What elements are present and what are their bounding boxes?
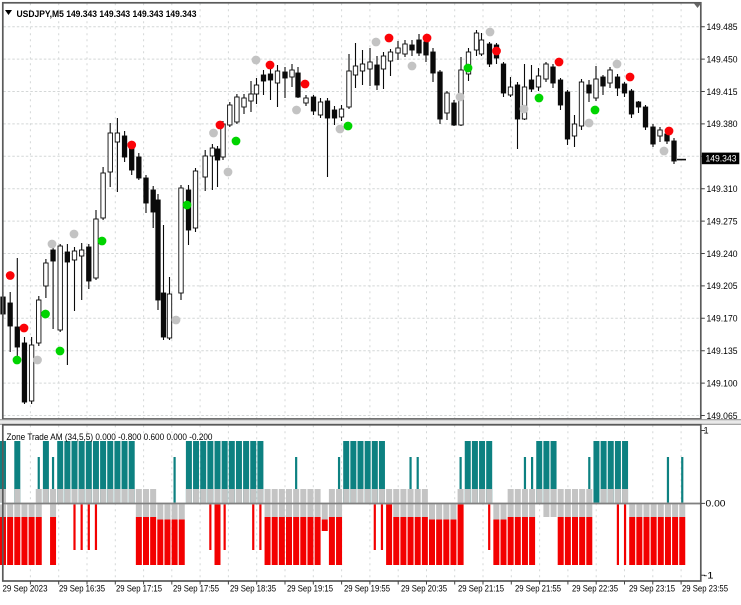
svg-text:29 Sep 2023: 29 Sep 2023 — [3, 584, 48, 594]
svg-text:149.100: 149.100 — [707, 378, 738, 388]
svg-text:29 Sep 17:55: 29 Sep 17:55 — [173, 584, 219, 594]
svg-text:149.380: 149.380 — [707, 119, 738, 129]
svg-text:29 Sep 21:55: 29 Sep 21:55 — [515, 584, 561, 594]
svg-text:149.450: 149.450 — [707, 54, 738, 64]
svg-text:149.205: 149.205 — [707, 281, 738, 291]
svg-text:149.240: 149.240 — [707, 249, 738, 259]
svg-text:0.00: 0.00 — [706, 499, 726, 509]
svg-text:-1: -1 — [704, 571, 714, 581]
svg-text:149.135: 149.135 — [707, 346, 738, 356]
svg-text:29 Sep 20:35: 29 Sep 20:35 — [401, 584, 447, 594]
svg-text:149.415: 149.415 — [707, 87, 738, 97]
svg-text:29 Sep 18:35: 29 Sep 18:35 — [230, 584, 276, 594]
svg-text:149.485: 149.485 — [707, 22, 738, 32]
svg-text:USDJPY,M5 149.343 149.343 149: USDJPY,M5 149.343 149.343 149.343 149.34… — [17, 9, 197, 19]
svg-text:149.275: 149.275 — [707, 216, 738, 226]
svg-text:29 Sep 19:15: 29 Sep 19:15 — [287, 584, 333, 594]
svg-text:29 Sep 23:15: 29 Sep 23:15 — [629, 584, 675, 594]
svg-text:29 Sep 19:55: 29 Sep 19:55 — [344, 584, 390, 594]
svg-text:149.065: 149.065 — [707, 411, 738, 421]
svg-text:29 Sep 23:55: 29 Sep 23:55 — [682, 584, 728, 594]
svg-text:1: 1 — [704, 426, 709, 436]
svg-text:29 Sep 22:35: 29 Sep 22:35 — [572, 584, 618, 594]
svg-text:149.170: 149.170 — [707, 314, 738, 324]
svg-text:Zone Trade AM (34,5,5) 0.000 -: Zone Trade AM (34,5,5) 0.000 -0.800 0.60… — [7, 432, 213, 442]
svg-text:29 Sep 17:15: 29 Sep 17:15 — [116, 584, 162, 594]
svg-text:29 Sep 21:15: 29 Sep 21:15 — [458, 584, 504, 594]
svg-text:29 Sep 16:35: 29 Sep 16:35 — [59, 584, 105, 594]
svg-text:149.310: 149.310 — [707, 184, 738, 194]
svg-text:149.343: 149.343 — [706, 154, 737, 164]
